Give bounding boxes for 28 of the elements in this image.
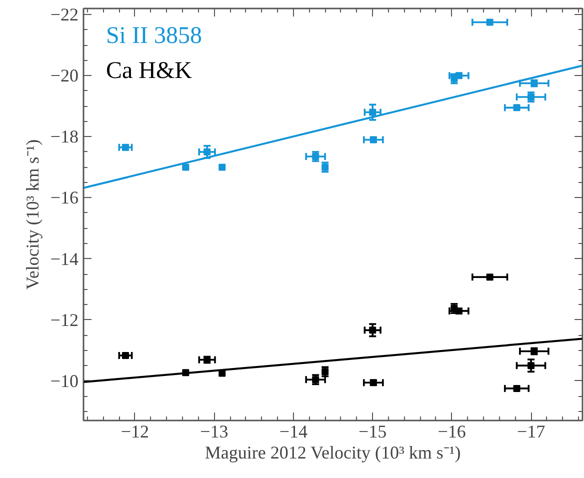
point bbox=[204, 148, 211, 156]
y-tick-label: −20 bbox=[50, 66, 79, 86]
x-tick-label: −13 bbox=[200, 422, 228, 442]
x-axis-title: Maguire 2012 Velocity (10³ km s⁻¹) bbox=[204, 442, 461, 462]
y-tick-label: −18 bbox=[50, 126, 79, 147]
y-tick-label: −14 bbox=[50, 248, 79, 269]
y-tick-label: −22 bbox=[50, 4, 79, 25]
point bbox=[218, 164, 226, 171]
y-tick-label: −16 bbox=[50, 188, 79, 208]
x-tick-label: −12 bbox=[120, 422, 150, 442]
point bbox=[486, 274, 494, 281]
y-tick-label: −10 bbox=[50, 370, 79, 391]
point bbox=[122, 352, 129, 359]
text: Ca H&K bbox=[106, 58, 193, 84]
text: Si II 3858 bbox=[106, 22, 202, 49]
point bbox=[513, 104, 520, 112]
point bbox=[486, 18, 494, 26]
y-tick-label: −12 bbox=[50, 310, 79, 330]
point bbox=[182, 164, 190, 171]
point bbox=[513, 384, 520, 392]
x-tick-label: −16 bbox=[438, 422, 466, 442]
point bbox=[528, 362, 535, 370]
y-axis-title: Velocity (10³ km s⁻¹) bbox=[22, 139, 42, 290]
x-tick-label: −14 bbox=[279, 422, 308, 442]
point bbox=[369, 108, 376, 116]
x-tick-label: −15 bbox=[358, 422, 387, 442]
x-tick-label: −17 bbox=[516, 422, 546, 442]
point bbox=[369, 326, 376, 334]
